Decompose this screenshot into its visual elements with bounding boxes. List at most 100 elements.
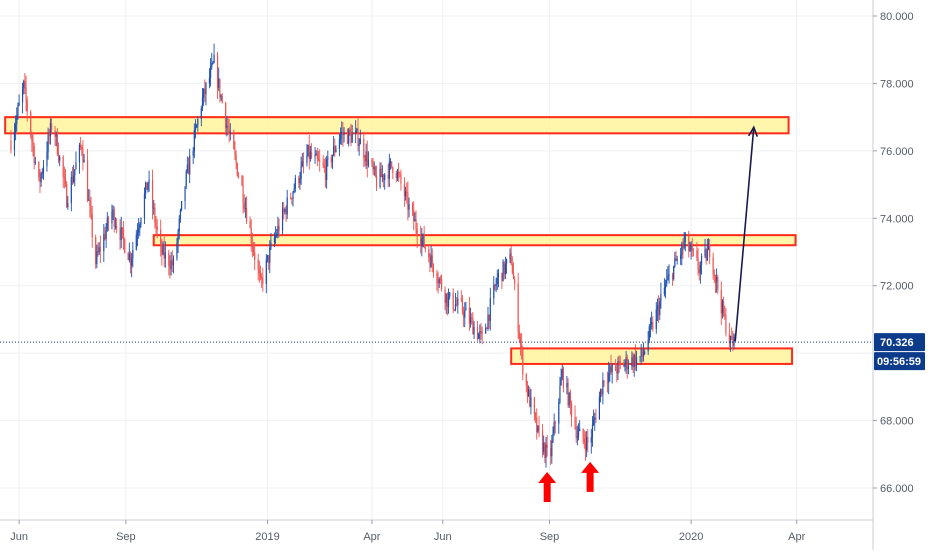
candle-body [103, 234, 105, 252]
candle-body [396, 171, 399, 179]
resistance-zone [510, 347, 794, 365]
candle-body [468, 308, 471, 323]
candle-body [73, 175, 75, 183]
candle-body [682, 243, 684, 248]
candle-body [172, 258, 175, 266]
candle-body [655, 309, 657, 330]
candle-body [115, 225, 118, 229]
candle-body [536, 417, 538, 432]
candle-body [78, 144, 81, 163]
candle-body [546, 444, 548, 448]
candle-body [601, 389, 603, 395]
candle-body [192, 151, 194, 156]
candle-body [106, 217, 108, 230]
candle-body [649, 324, 652, 327]
candle-body [652, 322, 654, 330]
candle-body [38, 161, 40, 177]
candle-body [421, 238, 423, 246]
candle-body [119, 228, 121, 241]
candle-body [298, 178, 300, 184]
candle-body [39, 176, 41, 183]
candle-body [502, 261, 504, 282]
candle-body [729, 335, 732, 344]
candle-body [75, 162, 77, 170]
candle-body [218, 78, 220, 88]
candle-body [647, 340, 649, 352]
candle-body [725, 314, 727, 334]
candle-body [538, 425, 540, 431]
candle-body [262, 277, 264, 284]
candle-body [47, 135, 49, 153]
candle-body [720, 289, 722, 314]
candle-body [219, 78, 221, 97]
candle-body [71, 176, 74, 183]
candle-body [342, 131, 344, 136]
candle-body [276, 234, 278, 236]
candle-body [154, 207, 156, 223]
candle-body [591, 424, 594, 438]
candle-body [533, 397, 536, 414]
candle-body [432, 264, 435, 274]
candle-body [714, 274, 717, 282]
candle-body [204, 88, 206, 95]
candle-body [57, 154, 60, 161]
candle-body [437, 282, 439, 284]
candle-body [387, 174, 389, 179]
candle-body [575, 426, 577, 438]
candle-body [603, 380, 605, 383]
candle-body [721, 301, 724, 314]
candle-body [452, 292, 454, 310]
candle-body [32, 140, 34, 146]
candle-body [283, 208, 285, 212]
candle-body [700, 255, 703, 265]
candle-body [699, 264, 701, 274]
candle-body [186, 164, 188, 172]
candle-body [503, 261, 505, 275]
candle-body [161, 244, 163, 255]
candle-body [26, 100, 28, 112]
candle-body [391, 161, 393, 168]
candle-body [144, 182, 147, 194]
candle-body [473, 326, 475, 335]
candle-body [80, 144, 82, 148]
candle-body [225, 102, 227, 128]
candle-body [250, 228, 252, 243]
candle-body [449, 292, 451, 297]
candle-body [96, 251, 98, 265]
candle-body [291, 198, 293, 200]
candle-body [400, 174, 402, 184]
candle-body [88, 199, 90, 201]
candle-body [201, 97, 204, 109]
candle-body [169, 266, 171, 270]
candle-body [651, 322, 653, 325]
candle-body [292, 192, 294, 199]
candle-body [486, 327, 488, 329]
candle-body [674, 258, 676, 266]
candle-body [488, 314, 490, 321]
candle-body [478, 333, 480, 339]
candle-body [511, 264, 513, 274]
candle-body [170, 260, 172, 270]
candle-body [415, 219, 417, 230]
candle-body [641, 349, 643, 357]
candle-body [627, 366, 630, 370]
candle-body [501, 273, 503, 282]
candle-body [348, 129, 350, 144]
candle-body [599, 389, 602, 397]
candle-body [399, 173, 401, 175]
x-tick-label: Jun [434, 531, 452, 543]
candle-body [731, 335, 733, 340]
candle-body [444, 289, 446, 303]
candle-body [692, 249, 695, 251]
candle-body [66, 184, 68, 208]
projection-arrow [734, 127, 755, 342]
candle-body [404, 191, 407, 197]
candle-body [534, 413, 537, 418]
candle-body [128, 253, 130, 261]
candle-body [642, 354, 645, 357]
candle-body [341, 131, 343, 134]
up-arrow-shape [581, 461, 600, 492]
candle-body [366, 151, 368, 166]
candle-body [90, 205, 92, 215]
